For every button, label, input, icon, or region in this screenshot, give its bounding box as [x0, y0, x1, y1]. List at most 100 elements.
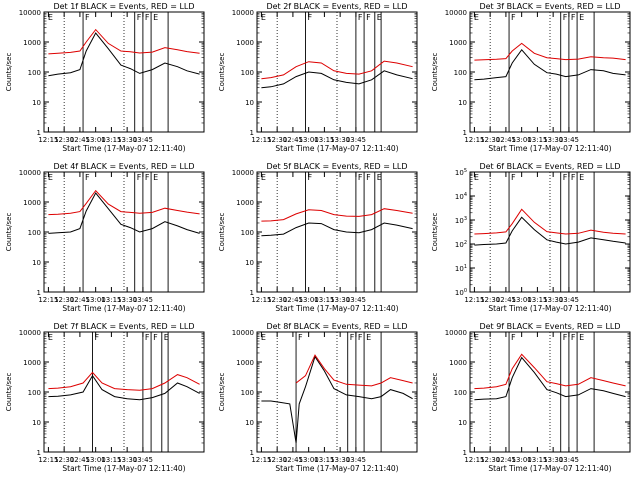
y-tick-label: 100	[28, 229, 41, 237]
x-tick-label: 12:45	[70, 296, 90, 304]
y-tick-label: 10000	[19, 169, 41, 177]
panel-2: Det 2f BLACK = Events, RED = LLD Counts/s…	[218, 2, 418, 153]
x-tick-label: 12:15	[464, 456, 484, 464]
interval-marker-letter: F	[298, 333, 303, 342]
series-line-events	[261, 222, 413, 237]
interval-marker-letter: E	[164, 333, 169, 342]
x-axis-label: Start Time (17-May-07 12:11:40)	[275, 304, 398, 313]
x-tick-label: 13:15	[101, 456, 121, 464]
interval-marker-letter: F	[366, 13, 371, 22]
interval-marker-letter: F	[358, 13, 363, 22]
y-tick-label: 10000	[232, 9, 254, 17]
x-tick-label: 13:00	[86, 296, 106, 304]
interval-marker-letter: F	[563, 173, 568, 182]
x-tick-label: 12:15	[251, 456, 271, 464]
x-tick-label: 12:45	[496, 456, 516, 464]
x-tick-label: 13:15	[314, 296, 334, 304]
x-tick-label: 12:15	[38, 136, 58, 144]
x-tick-label: 13:30	[117, 136, 137, 144]
interval-marker-letter: F	[511, 173, 516, 182]
interval-marker-letter: F	[137, 173, 142, 182]
panel-title: Det 6f BLACK = Events, RED = LLD	[479, 162, 620, 171]
y-tick-label: 1	[37, 449, 41, 457]
y-axis-label: Counts/sec	[5, 213, 13, 252]
x-tick-label: 12:30	[267, 456, 287, 464]
x-tick-label: 13:00	[512, 456, 532, 464]
x-tick-label: 13:15	[527, 456, 547, 464]
x-tick-label: 13:15	[527, 296, 547, 304]
x-tick-label: 12:15	[251, 296, 271, 304]
x-tick-label: 13:30	[117, 296, 137, 304]
x-tick-label: 13:45	[133, 456, 153, 464]
x-tick-label: 12:30	[267, 296, 287, 304]
y-tick-label: 10000	[232, 329, 254, 337]
series-line-events	[474, 48, 626, 81]
series-line-events	[48, 192, 200, 234]
y-tick-label: 103	[455, 216, 467, 225]
interval-marker-letter: E	[579, 333, 584, 342]
y-tick-label: 100	[241, 389, 254, 397]
x-tick-label: 12:45	[283, 296, 303, 304]
y-axis-label: Counts/sec	[431, 213, 439, 252]
interval-marker-letter: F	[571, 13, 576, 22]
panel-title: Det 9f BLACK = Events, RED = LLD	[479, 322, 620, 331]
x-axis-label: Start Time (17-May-07 12:11:40)	[275, 464, 398, 473]
y-tick-label: 10000	[232, 169, 254, 177]
series-line-events	[474, 356, 626, 401]
x-tick-label: 12:45	[70, 456, 90, 464]
series-line-events	[474, 216, 626, 246]
x-tick-label: 13:15	[314, 456, 334, 464]
panel-9: Det 9f BLACK = Events, RED = LLD Counts/s…	[431, 322, 631, 473]
y-tick-label: 10	[245, 99, 254, 107]
interval-marker-letter: F	[137, 13, 142, 22]
interval-marker-letter: F	[571, 333, 576, 342]
panel-8: Det 8f BLACK = Events, RED = LLD Counts/s…	[218, 322, 418, 473]
y-axis-label: Counts/sec	[218, 53, 226, 92]
x-tick-label: 13:00	[512, 296, 532, 304]
interval-marker-letter: F	[308, 13, 313, 22]
y-tick-label: 100	[241, 229, 254, 237]
x-tick-label: 12:15	[464, 296, 484, 304]
panel-4: Det 4f BLACK = Events, RED = LLD Counts/s…	[5, 162, 205, 313]
x-tick-label: 12:45	[283, 136, 303, 144]
x-axis-label: Start Time (17-May-07 12:11:40)	[62, 144, 185, 153]
y-tick-label: 1	[250, 449, 254, 457]
series-line-lld	[261, 60, 413, 80]
y-tick-label: 10000	[445, 329, 467, 337]
x-tick-label: 13:45	[346, 296, 366, 304]
y-axis-label: Counts/sec	[431, 373, 439, 412]
series-line-lld	[474, 42, 626, 61]
y-tick-label: 1	[250, 289, 254, 297]
interval-marker-letter: E	[377, 173, 382, 182]
y-tick-label: 1000	[236, 199, 254, 207]
y-tick-label: 10	[32, 259, 41, 267]
y-tick-label: 1	[250, 129, 254, 137]
series-line-events	[48, 374, 200, 401]
series-line-lld	[48, 28, 200, 55]
x-tick-label: 13:45	[346, 456, 366, 464]
x-tick-label: 13:30	[543, 296, 563, 304]
interval-marker-letter: E	[153, 13, 158, 22]
interval-marker-letter: F	[563, 333, 568, 342]
x-tick-label: 12:15	[38, 456, 58, 464]
panel-6: Det 6f BLACK = Events, RED = LLD Counts/s…	[431, 162, 631, 313]
x-axis-label: Start Time (17-May-07 12:11:40)	[488, 144, 611, 153]
x-tick-label: 13:15	[527, 136, 547, 144]
panel-title: Det 1f BLACK = Events, RED = LLD	[53, 2, 194, 11]
x-axis-label: Start Time (17-May-07 12:11:40)	[488, 464, 611, 473]
y-tick-label: 10	[32, 99, 41, 107]
y-tick-label: 101	[455, 264, 467, 273]
y-tick-label: 104	[455, 192, 467, 201]
panel-1: Det 1f BLACK = Events, RED = LLD Counts/s…	[5, 2, 205, 153]
x-tick-label: 12:30	[267, 136, 287, 144]
x-tick-label: 12:15	[251, 136, 271, 144]
x-tick-label: 13:00	[299, 296, 319, 304]
x-tick-label: 13:00	[299, 136, 319, 144]
x-tick-label: 13:45	[133, 296, 153, 304]
y-tick-label: 1000	[23, 199, 41, 207]
interval-marker-letter: F	[145, 333, 150, 342]
y-tick-label: 10000	[445, 9, 467, 17]
x-tick-label: 13:30	[117, 456, 137, 464]
interval-marker-letter: F	[511, 13, 516, 22]
y-tick-label: 10	[245, 259, 254, 267]
